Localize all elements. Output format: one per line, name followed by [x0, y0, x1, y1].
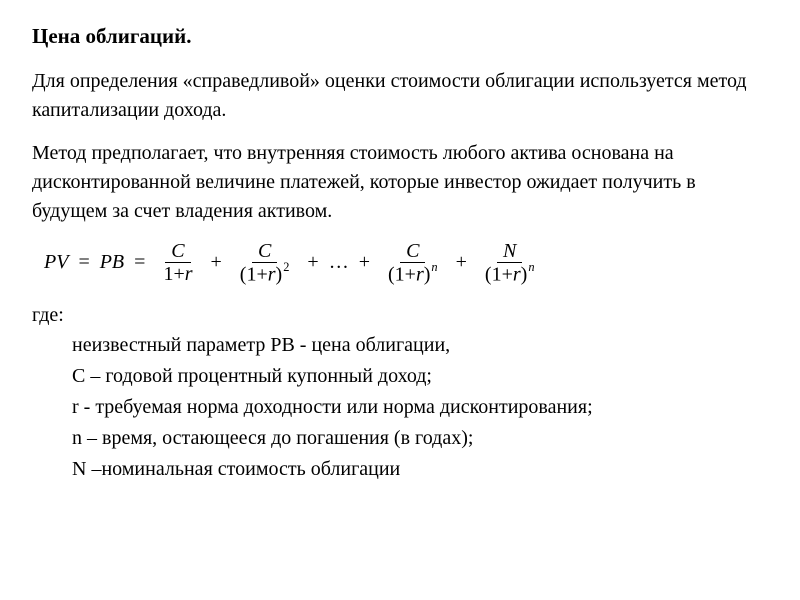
fraction-denominator: (1+r)2	[234, 263, 296, 286]
plus-sign: +	[207, 251, 226, 274]
definition-pb: неизвестный параметр PB - цена облигации…	[72, 331, 768, 360]
fraction-numerator: N	[497, 240, 522, 263]
formula-term-1: C 1+r	[157, 240, 198, 285]
paragraph-2: Метод предполагает, что внутренняя стоим…	[32, 139, 768, 226]
definition-c: C – годовой процентный купонный доход;	[72, 362, 768, 391]
definition-r: r - требуемая норма доходности или норма…	[72, 393, 768, 422]
fraction-denominator: (1+r)n	[382, 263, 444, 286]
definition-n: n – время, остающееся до погашения (в го…	[72, 424, 768, 453]
fraction-denominator: (1+r)n	[479, 263, 541, 286]
bond-price-formula: PV = PB = C 1+r + C (1+r)2 + … + C (1+r)…	[44, 240, 768, 286]
plus-sign: +	[355, 251, 374, 274]
definition-nn: N –номинальная стоимость облигации	[72, 455, 768, 484]
plus-sign: +	[303, 251, 322, 274]
equals-sign: =	[74, 251, 93, 274]
document-page: Цена облигаций. Для определения «справед…	[0, 0, 800, 484]
plus-sign: +	[452, 251, 471, 274]
definitions-list: неизвестный параметр PB - цена облигации…	[32, 331, 768, 484]
fraction-numerator: C	[400, 240, 425, 263]
where-label: где:	[32, 304, 768, 327]
formula-ellipsis: …	[329, 251, 349, 274]
fraction-numerator: C	[252, 240, 277, 263]
formula-lhs-pv: PV	[44, 251, 68, 274]
paragraph-1: Для определения «справедливой» оценки ст…	[32, 67, 768, 125]
formula-term-nominal: N (1+r)n	[479, 240, 541, 286]
fraction-denominator: 1+r	[157, 263, 198, 285]
equals-sign: =	[130, 251, 149, 274]
formula-term-n: C (1+r)n	[382, 240, 444, 286]
page-title: Цена облигаций.	[32, 24, 768, 49]
formula-term-2: C (1+r)2	[234, 240, 296, 286]
formula-lhs-pb: PB	[100, 251, 124, 274]
fraction-numerator: C	[165, 240, 190, 263]
